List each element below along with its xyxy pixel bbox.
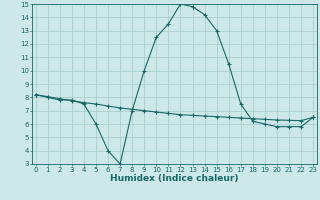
X-axis label: Humidex (Indice chaleur): Humidex (Indice chaleur) <box>110 174 239 183</box>
